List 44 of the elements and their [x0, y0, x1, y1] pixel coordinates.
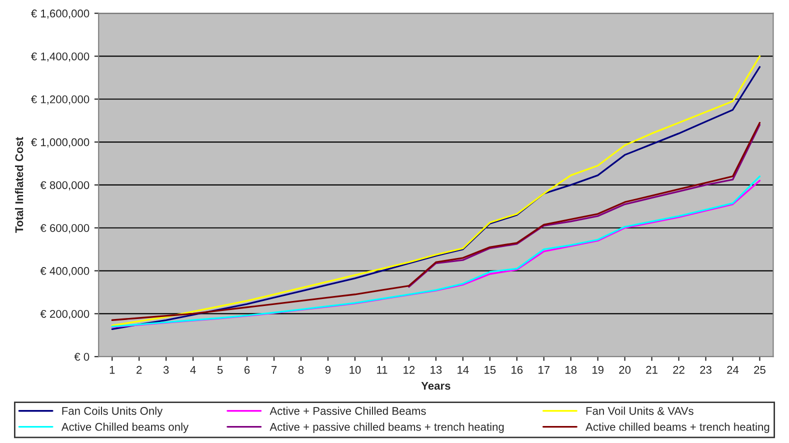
y-tick-label: € 1,600,000	[30, 10, 90, 19]
y-tick-label: € 200,000	[40, 310, 90, 320]
y-tick-label: € 400,000	[40, 267, 90, 276]
legend-label: Fan Coils Units Only	[62, 406, 163, 418]
line-series	[408, 124, 761, 288]
line-series	[111, 122, 761, 321]
x-tick-label: 21	[646, 366, 658, 374]
x-tick-label: 2	[136, 366, 142, 374]
x-tick-label: 10	[350, 366, 361, 374]
x-tick-label: 14	[458, 366, 469, 374]
x-tick-label: 8	[298, 366, 304, 374]
x-tick-label: 25	[754, 366, 766, 374]
x-axis-title: Years	[421, 382, 450, 390]
y-tick-label: € 0	[74, 352, 90, 361]
x-tick-label: 19	[592, 366, 604, 374]
x-tick-label: 18	[566, 366, 577, 374]
legend-label: Fan Voil Units & VAVs	[586, 406, 694, 415]
x-tick-label: 20	[619, 366, 631, 374]
x-tick-label: 24	[727, 366, 739, 374]
x-tick-label: 6	[244, 366, 250, 374]
y-tick-label: € 1,400,000	[30, 52, 90, 62]
y-tick-label: € 800,000	[40, 181, 90, 190]
x-tick-label: 23	[700, 366, 712, 374]
x-tick-label: 3	[163, 366, 169, 374]
x-tick-label: 15	[484, 366, 496, 374]
y-tick-label: € 1,000,000	[30, 138, 90, 148]
legend-label: Active chilled beams + trench heating	[586, 422, 770, 433]
x-tick-label: 17	[538, 366, 550, 374]
x-tick-label: 9	[325, 366, 331, 374]
x-tick-label: 12	[404, 366, 415, 374]
legend-label: Active + Passive Chilled Beams	[270, 406, 426, 415]
y-tick-label: € 600,000	[40, 224, 90, 234]
x-tick-label: 5	[217, 366, 223, 374]
x-tick-label: 11	[377, 366, 388, 374]
x-tick-label: 16	[512, 366, 523, 374]
y-axis-title: Total Inflated Cost	[14, 137, 24, 233]
x-tick-label: 1	[110, 366, 115, 374]
legend-label: Active Chilled beams only	[61, 422, 189, 433]
x-tick-label: 13	[430, 366, 442, 374]
x-tick-label: 22	[673, 366, 684, 374]
x-tick-label: 7	[272, 366, 277, 374]
legend-label: Active + passive chilled beams + trench heating	[270, 422, 504, 433]
x-tick-label: 4	[190, 366, 196, 374]
y-tick-label: € 1,200,000	[30, 95, 90, 105]
